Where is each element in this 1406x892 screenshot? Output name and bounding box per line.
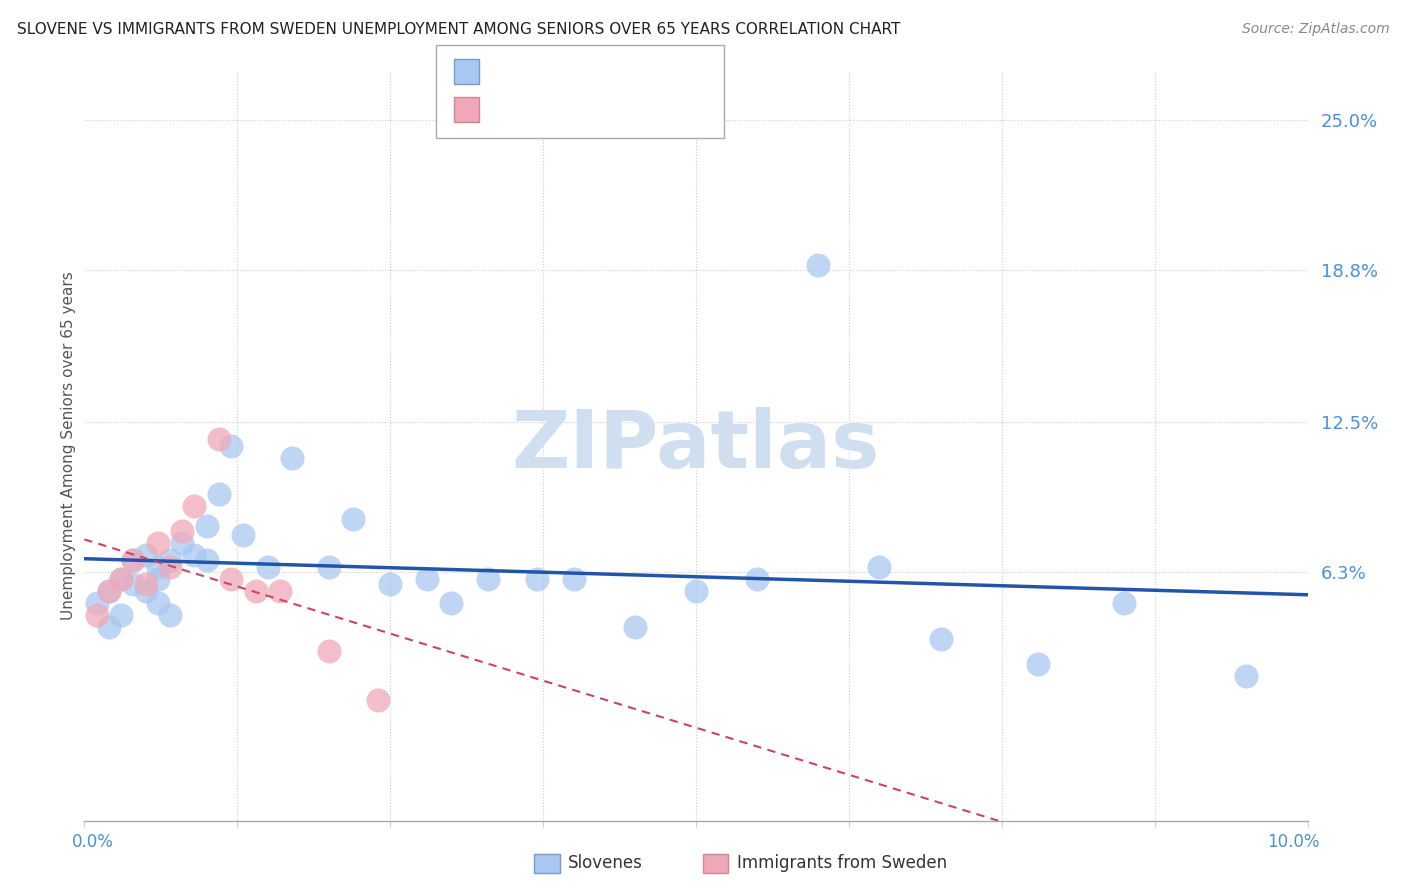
Point [318, 559, 340, 574]
Text: 40: 40 [614, 62, 637, 80]
Point [86, 608, 108, 623]
Point [416, 572, 439, 586]
Text: R =: R = [488, 62, 524, 80]
Point [86, 596, 108, 610]
Point [183, 500, 205, 514]
Point [146, 572, 169, 586]
Point [747, 572, 769, 586]
Text: 0.022: 0.022 [519, 62, 571, 80]
Point [110, 572, 132, 586]
Point [562, 572, 585, 586]
Point [1236, 668, 1258, 682]
Text: R =: R = [488, 101, 524, 119]
Text: ZIPatlas: ZIPatlas [512, 407, 880, 485]
Point [208, 487, 231, 501]
Point [183, 548, 205, 562]
Point [110, 608, 132, 623]
Point [146, 535, 169, 549]
Point [135, 548, 157, 562]
Point [97, 584, 120, 599]
Point [97, 620, 120, 634]
Text: N =: N = [583, 101, 620, 119]
Point [440, 596, 463, 610]
Text: Immigrants from Sweden: Immigrants from Sweden [737, 855, 946, 872]
Text: Slovenes: Slovenes [568, 855, 643, 872]
Point [380, 576, 402, 591]
Point [929, 632, 952, 647]
Point [159, 608, 181, 623]
Point [477, 572, 499, 586]
Text: Source: ZipAtlas.com: Source: ZipAtlas.com [1241, 22, 1389, 37]
Point [172, 524, 194, 538]
Text: 0.268: 0.268 [519, 101, 571, 119]
Point [159, 552, 181, 566]
Point [122, 552, 145, 566]
Point [146, 559, 169, 574]
Point [1028, 657, 1050, 671]
Text: 15: 15 [614, 101, 637, 119]
Point [122, 576, 145, 591]
Point [318, 644, 340, 658]
Y-axis label: Unemployment Among Seniors over 65 years: Unemployment Among Seniors over 65 years [60, 272, 76, 620]
Text: SLOVENE VS IMMIGRANTS FROM SWEDEN UNEMPLOYMENT AMONG SENIORS OVER 65 YEARS CORRE: SLOVENE VS IMMIGRANTS FROM SWEDEN UNEMPL… [17, 22, 900, 37]
Point [269, 584, 291, 599]
Point [135, 584, 157, 599]
Text: N =: N = [583, 62, 620, 80]
Point [172, 535, 194, 549]
Point [195, 552, 218, 566]
Point [807, 258, 830, 272]
Point [245, 584, 267, 599]
Point [624, 620, 647, 634]
Point [367, 693, 389, 707]
Point [1114, 596, 1136, 610]
Point [195, 518, 218, 533]
Point [342, 511, 364, 525]
Point [526, 572, 548, 586]
Text: 0.0%: 0.0% [72, 833, 114, 851]
Point [135, 576, 157, 591]
Point [685, 584, 707, 599]
Point [219, 439, 242, 453]
Point [232, 528, 254, 542]
Point [208, 432, 231, 446]
Point [869, 559, 891, 574]
Point [281, 451, 304, 466]
Point [146, 596, 169, 610]
Text: 10.0%: 10.0% [1267, 833, 1320, 851]
Point [257, 559, 280, 574]
Point [97, 584, 120, 599]
Point [159, 559, 181, 574]
Point [122, 552, 145, 566]
Point [110, 572, 132, 586]
Point [219, 572, 242, 586]
